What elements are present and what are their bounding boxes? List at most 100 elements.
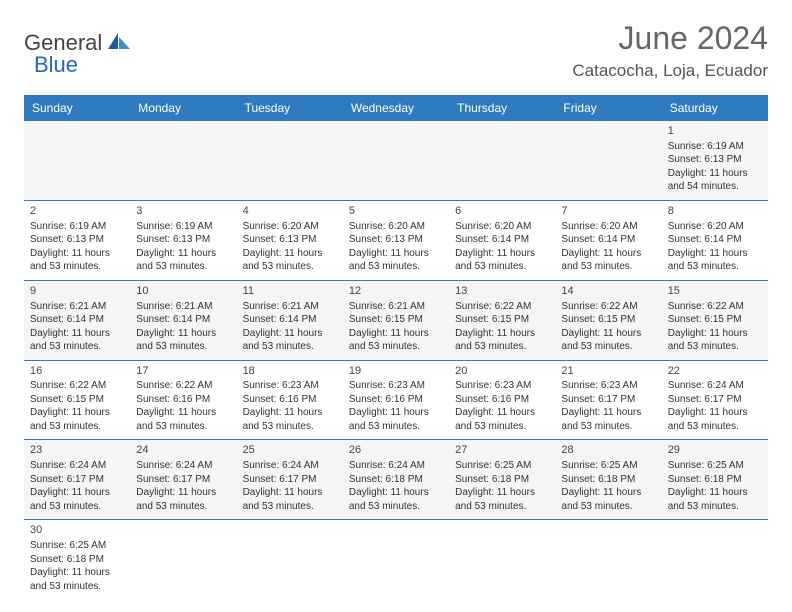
sunset-text: Sunset: 6:14 PM xyxy=(668,233,762,247)
sunrise-text: Sunrise: 6:23 AM xyxy=(455,379,549,393)
calendar-day-empty xyxy=(449,121,555,200)
weekday-header: Saturday xyxy=(662,95,768,121)
sunrise-text: Sunrise: 6:20 AM xyxy=(561,220,655,234)
sunrise-text: Sunrise: 6:19 AM xyxy=(668,140,762,154)
sunset-text: Sunset: 6:14 PM xyxy=(243,313,337,327)
sunset-text: Sunset: 6:17 PM xyxy=(136,473,230,487)
sunset-text: Sunset: 6:17 PM xyxy=(30,473,124,487)
day-number: 26 xyxy=(349,443,443,458)
sunrise-text: Sunrise: 6:24 AM xyxy=(30,459,124,473)
sunrise-text: Sunrise: 6:22 AM xyxy=(30,379,124,393)
calendar-day: 28Sunrise: 6:25 AMSunset: 6:18 PMDayligh… xyxy=(555,440,661,520)
sunset-text: Sunset: 6:17 PM xyxy=(561,393,655,407)
sunset-text: Sunset: 6:14 PM xyxy=(30,313,124,327)
calendar-week: 1Sunrise: 6:19 AMSunset: 6:13 PMDaylight… xyxy=(24,121,768,200)
daylight-text: Daylight: 11 hours and 53 minutes. xyxy=(136,486,230,513)
daylight-text: Daylight: 11 hours and 53 minutes. xyxy=(136,406,230,433)
day-number: 7 xyxy=(561,204,655,219)
daylight-text: Daylight: 11 hours and 53 minutes. xyxy=(136,247,230,274)
calendar-day-empty xyxy=(130,121,236,200)
daylight-text: Daylight: 11 hours and 53 minutes. xyxy=(243,327,337,354)
calendar-day: 18Sunrise: 6:23 AMSunset: 6:16 PMDayligh… xyxy=(237,360,343,440)
day-number: 28 xyxy=(561,443,655,458)
weekday-header: Friday xyxy=(555,95,661,121)
sunset-text: Sunset: 6:15 PM xyxy=(349,313,443,327)
day-number: 11 xyxy=(243,284,337,299)
sunrise-text: Sunrise: 6:19 AM xyxy=(30,220,124,234)
daylight-text: Daylight: 11 hours and 53 minutes. xyxy=(455,327,549,354)
calendar-day: 17Sunrise: 6:22 AMSunset: 6:16 PMDayligh… xyxy=(130,360,236,440)
calendar-day: 6Sunrise: 6:20 AMSunset: 6:14 PMDaylight… xyxy=(449,200,555,280)
sunset-text: Sunset: 6:13 PM xyxy=(668,153,762,167)
calendar-day: 27Sunrise: 6:25 AMSunset: 6:18 PMDayligh… xyxy=(449,440,555,520)
daylight-text: Daylight: 11 hours and 53 minutes. xyxy=(349,406,443,433)
calendar-day: 7Sunrise: 6:20 AMSunset: 6:14 PMDaylight… xyxy=(555,200,661,280)
daylight-text: Daylight: 11 hours and 53 minutes. xyxy=(243,406,337,433)
calendar-day: 2Sunrise: 6:19 AMSunset: 6:13 PMDaylight… xyxy=(24,200,130,280)
daylight-text: Daylight: 11 hours and 53 minutes. xyxy=(455,247,549,274)
sunset-text: Sunset: 6:16 PM xyxy=(243,393,337,407)
calendar-day: 9Sunrise: 6:21 AMSunset: 6:14 PMDaylight… xyxy=(24,280,130,360)
sunset-text: Sunset: 6:13 PM xyxy=(349,233,443,247)
daylight-text: Daylight: 11 hours and 53 minutes. xyxy=(30,327,124,354)
day-number: 4 xyxy=(243,204,337,219)
sunrise-text: Sunrise: 6:20 AM xyxy=(668,220,762,234)
calendar-day: 11Sunrise: 6:21 AMSunset: 6:14 PMDayligh… xyxy=(237,280,343,360)
daylight-text: Daylight: 11 hours and 53 minutes. xyxy=(30,486,124,513)
day-number: 14 xyxy=(561,284,655,299)
sunrise-text: Sunrise: 6:25 AM xyxy=(668,459,762,473)
sunrise-text: Sunrise: 6:19 AM xyxy=(136,220,230,234)
calendar-day: 26Sunrise: 6:24 AMSunset: 6:18 PMDayligh… xyxy=(343,440,449,520)
sunset-text: Sunset: 6:15 PM xyxy=(561,313,655,327)
day-number: 20 xyxy=(455,364,549,379)
calendar-day: 22Sunrise: 6:24 AMSunset: 6:17 PMDayligh… xyxy=(662,360,768,440)
day-number: 21 xyxy=(561,364,655,379)
sunset-text: Sunset: 6:15 PM xyxy=(668,313,762,327)
day-number: 5 xyxy=(349,204,443,219)
daylight-text: Daylight: 11 hours and 53 minutes. xyxy=(349,327,443,354)
day-number: 18 xyxy=(243,364,337,379)
sail-icon xyxy=(106,31,132,56)
calendar-day: 24Sunrise: 6:24 AMSunset: 6:17 PMDayligh… xyxy=(130,440,236,520)
day-number: 8 xyxy=(668,204,762,219)
daylight-text: Daylight: 11 hours and 53 minutes. xyxy=(668,406,762,433)
page-header: General June 2024 Catacocha, Loja, Ecuad… xyxy=(24,20,768,81)
calendar-day-empty xyxy=(24,121,130,200)
sunset-text: Sunset: 6:18 PM xyxy=(30,553,124,567)
calendar-body: 1Sunrise: 6:19 AMSunset: 6:13 PMDaylight… xyxy=(24,121,768,599)
day-number: 25 xyxy=(243,443,337,458)
calendar-day: 3Sunrise: 6:19 AMSunset: 6:13 PMDaylight… xyxy=(130,200,236,280)
calendar-day-empty xyxy=(343,121,449,200)
calendar-day: 21Sunrise: 6:23 AMSunset: 6:17 PMDayligh… xyxy=(555,360,661,440)
calendar-day-empty xyxy=(555,121,661,200)
sunrise-text: Sunrise: 6:22 AM xyxy=(455,300,549,314)
calendar-day: 29Sunrise: 6:25 AMSunset: 6:18 PMDayligh… xyxy=(662,440,768,520)
sunset-text: Sunset: 6:13 PM xyxy=(243,233,337,247)
sunrise-text: Sunrise: 6:20 AM xyxy=(349,220,443,234)
calendar-week: 30Sunrise: 6:25 AMSunset: 6:18 PMDayligh… xyxy=(24,520,768,599)
sunset-text: Sunset: 6:14 PM xyxy=(561,233,655,247)
sunrise-text: Sunrise: 6:23 AM xyxy=(561,379,655,393)
sunrise-text: Sunrise: 6:20 AM xyxy=(243,220,337,234)
sunrise-text: Sunrise: 6:24 AM xyxy=(243,459,337,473)
daylight-text: Daylight: 11 hours and 53 minutes. xyxy=(349,247,443,274)
sunrise-text: Sunrise: 6:24 AM xyxy=(668,379,762,393)
daylight-text: Daylight: 11 hours and 54 minutes. xyxy=(668,167,762,194)
sunset-text: Sunset: 6:15 PM xyxy=(455,313,549,327)
calendar-day-empty xyxy=(130,520,236,599)
daylight-text: Daylight: 11 hours and 53 minutes. xyxy=(668,247,762,274)
calendar-day: 13Sunrise: 6:22 AMSunset: 6:15 PMDayligh… xyxy=(449,280,555,360)
sunrise-text: Sunrise: 6:25 AM xyxy=(30,539,124,553)
sunset-text: Sunset: 6:16 PM xyxy=(349,393,443,407)
weekday-header: Thursday xyxy=(449,95,555,121)
day-number: 17 xyxy=(136,364,230,379)
location: Catacocha, Loja, Ecuador xyxy=(572,61,768,81)
sunset-text: Sunset: 6:16 PM xyxy=(136,393,230,407)
calendar-day-empty xyxy=(662,520,768,599)
day-number: 29 xyxy=(668,443,762,458)
daylight-text: Daylight: 11 hours and 53 minutes. xyxy=(561,486,655,513)
calendar-day-empty xyxy=(343,520,449,599)
day-number: 6 xyxy=(455,204,549,219)
day-number: 23 xyxy=(30,443,124,458)
sunrise-text: Sunrise: 6:23 AM xyxy=(243,379,337,393)
